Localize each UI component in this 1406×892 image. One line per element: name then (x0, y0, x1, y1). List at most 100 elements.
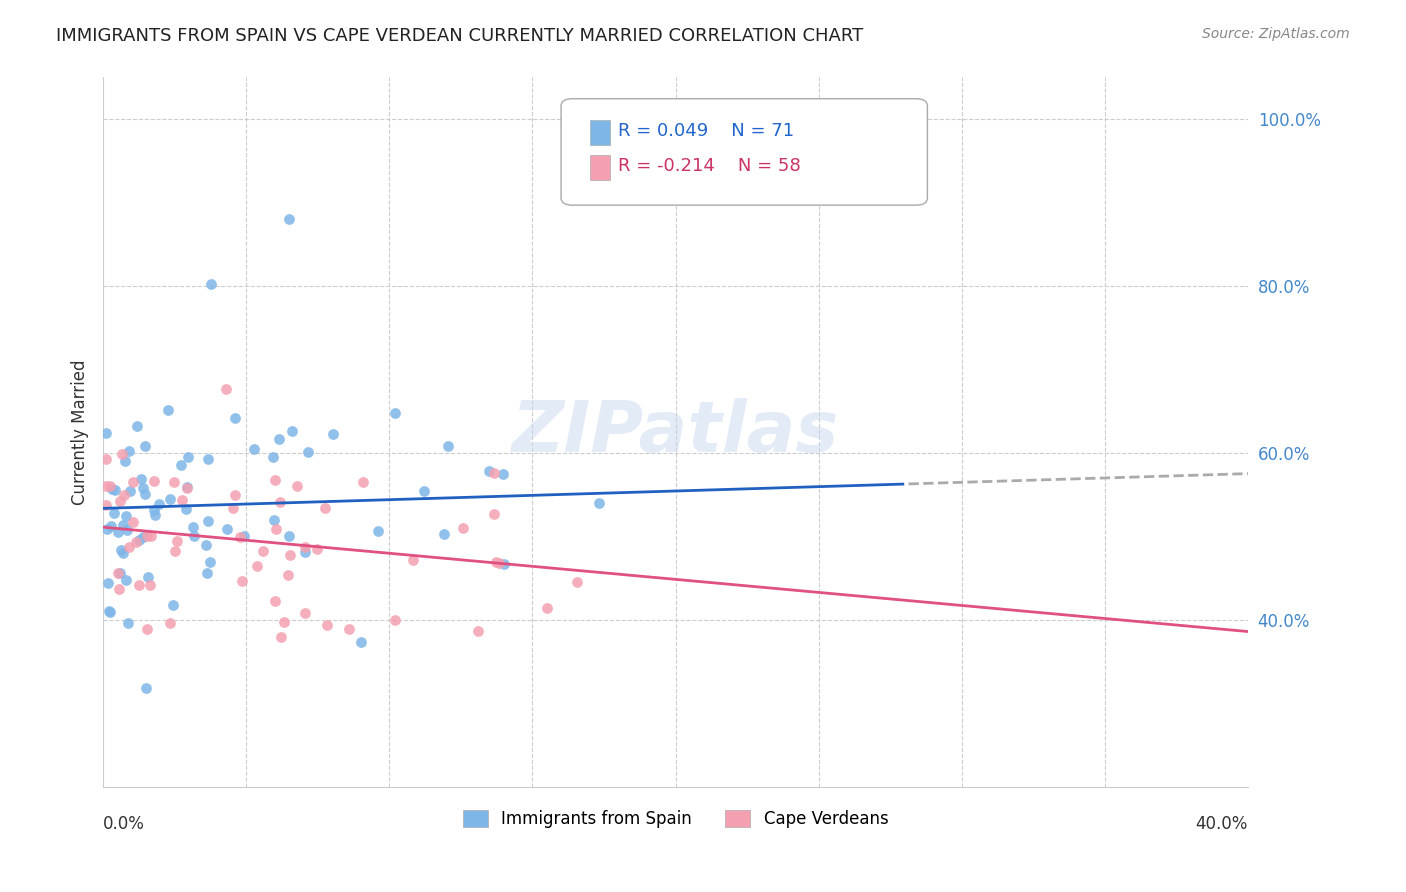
Point (114, 454, 136, 468)
Point (159, 491, 181, 506)
Point (278, 212, 301, 227)
Point (120, 484, 142, 499)
Point (111, 518, 134, 533)
Point (111, 546, 134, 560)
Point (115, 574, 138, 588)
Point (97, 576, 120, 591)
Point (269, 494, 291, 508)
Bar (589, 155, 610, 180)
Point (297, 445, 319, 459)
Point (110, 447, 132, 461)
Point (215, 382, 238, 396)
Point (413, 484, 436, 499)
Point (112, 488, 135, 502)
Point (294, 545, 316, 559)
Point (163, 544, 186, 558)
Point (467, 624, 489, 638)
Point (98, 605, 121, 619)
Bar (589, 120, 610, 145)
Point (128, 578, 150, 592)
Point (129, 472, 152, 486)
Point (135, 681, 157, 695)
Point (305, 541, 328, 556)
Text: R = -0.214    N = 58: R = -0.214 N = 58 (619, 157, 801, 175)
Point (100, 518, 122, 533)
Point (94, 452, 117, 467)
Point (197, 452, 219, 467)
Point (136, 528, 159, 542)
Point (134, 486, 156, 500)
Point (117, 540, 139, 554)
Point (252, 544, 274, 558)
Point (246, 559, 269, 574)
Point (128, 533, 150, 547)
Point (294, 607, 316, 621)
Point (565, 575, 588, 590)
Point (162, 598, 184, 612)
Point (170, 492, 193, 507)
Point (217, 522, 239, 536)
Point (264, 522, 287, 536)
Point (478, 464, 501, 478)
Point (94, 479, 117, 493)
Point (536, 601, 558, 615)
Point (314, 501, 336, 516)
Point (233, 529, 256, 543)
Text: 0.0%: 0.0% (103, 815, 145, 833)
Text: Source: ZipAtlas.com: Source: ZipAtlas.com (1202, 27, 1350, 41)
Point (197, 515, 219, 529)
Point (231, 574, 253, 588)
Point (488, 557, 510, 571)
Point (98, 479, 121, 493)
Point (287, 479, 309, 493)
Point (115, 524, 138, 538)
Legend: Immigrants from Spain, Cape Verdeans: Immigrants from Spain, Cape Verdeans (463, 810, 889, 829)
Point (264, 473, 287, 487)
Point (125, 535, 148, 549)
Point (482, 507, 505, 521)
Point (131, 530, 153, 544)
Point (107, 566, 129, 581)
Point (127, 418, 149, 433)
Point (277, 529, 299, 543)
Point (229, 530, 252, 544)
Point (138, 578, 160, 592)
Point (436, 439, 458, 453)
Point (104, 483, 127, 498)
Point (322, 426, 344, 441)
Y-axis label: Currently Married: Currently Married (72, 359, 89, 505)
Point (96, 522, 118, 536)
Point (115, 509, 138, 524)
Point (110, 542, 132, 557)
Point (352, 475, 374, 490)
Point (177, 450, 200, 464)
Point (270, 630, 292, 644)
Point (94, 425, 117, 440)
Point (159, 616, 181, 631)
Text: 40.0%: 40.0% (1195, 815, 1249, 833)
Point (135, 622, 157, 636)
Point (170, 458, 193, 472)
Text: R = 0.049    N = 71: R = 0.049 N = 71 (619, 121, 794, 140)
Point (224, 488, 246, 502)
Point (163, 475, 186, 489)
Point (181, 520, 204, 534)
Point (264, 594, 287, 608)
Point (432, 527, 454, 541)
Point (384, 614, 406, 628)
Point (221, 501, 243, 516)
Point (485, 555, 508, 569)
Point (277, 568, 299, 582)
Point (243, 442, 266, 456)
Point (588, 496, 610, 510)
Point (94, 499, 117, 513)
Point (273, 615, 295, 630)
Point (166, 534, 188, 549)
Point (97, 604, 120, 618)
Point (122, 515, 145, 529)
Point (148, 497, 170, 511)
Point (142, 503, 165, 517)
Point (103, 506, 125, 520)
Point (384, 405, 406, 419)
Point (200, 555, 222, 569)
